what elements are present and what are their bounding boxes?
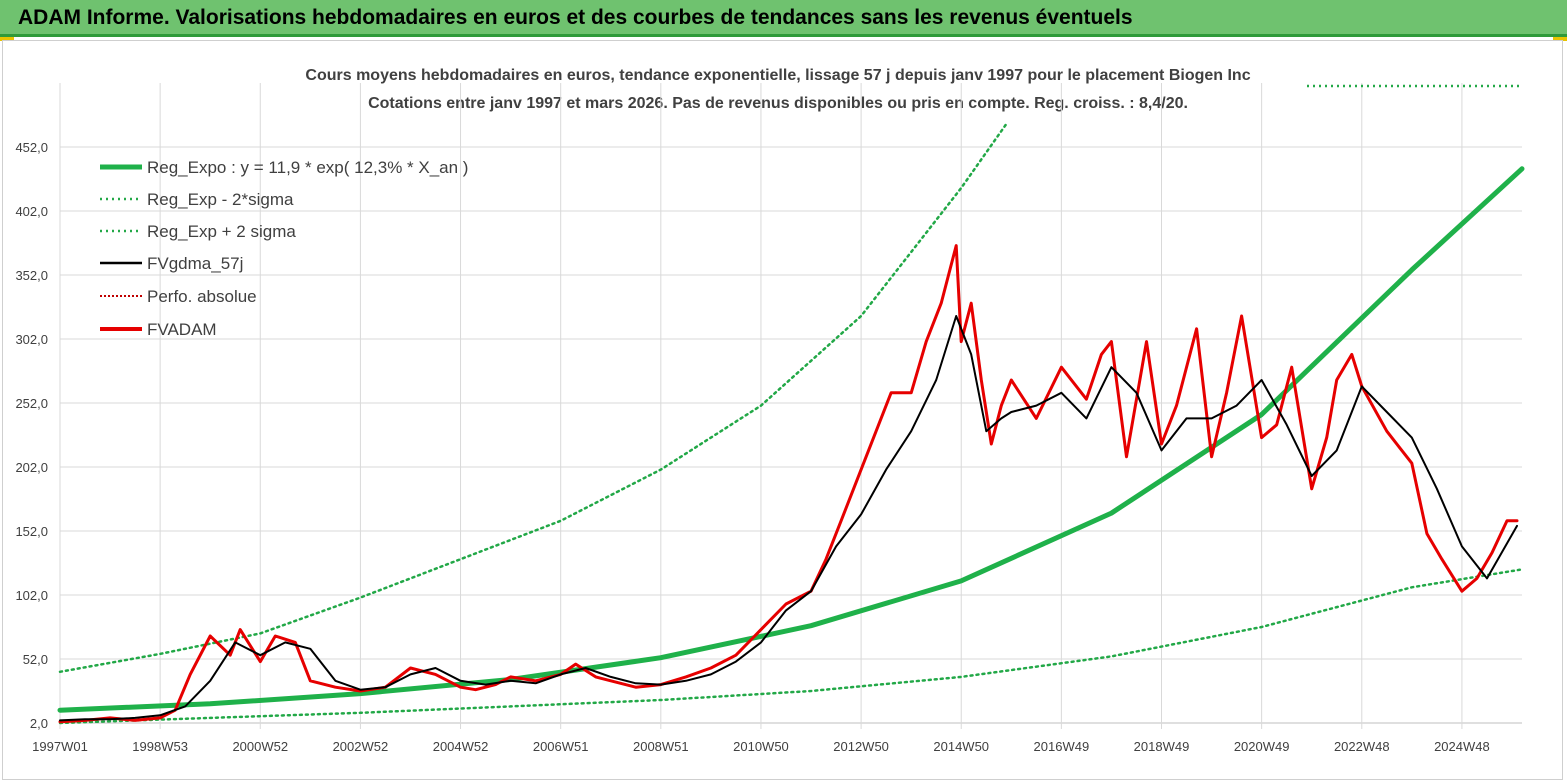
x-axis: 1997W01 1998W53 2000W52 2002W52 2004W52 2006W… (32, 739, 1490, 754)
y-tick-label: 102,0 (15, 588, 48, 603)
legend-label-fvadam: FVADAM (147, 320, 217, 339)
chart-frame (2, 40, 1563, 780)
y-tick-label: 402,0 (15, 204, 48, 219)
x-tick-label: 2010W50 (733, 739, 789, 754)
x-tick-label: 2008W51 (633, 739, 689, 754)
y-axis: 2,0 52,0 102,0 152,0 202,0 252,0 302,0 352,0 402… (15, 140, 48, 731)
chart-title: Cours moyens hebdomadaires en euros, ten… (305, 67, 1250, 84)
x-tick-label: 2004W52 (433, 739, 489, 754)
gridlines (59, 83, 1522, 729)
x-tick-label: 2012W50 (833, 739, 889, 754)
header-title: ADAM Informe. Valorisations hebdomadaire… (18, 6, 1133, 29)
series-reg-exp-minus (58, 568, 1524, 725)
y-tick-label: 2,0 (30, 716, 48, 731)
x-tick-label: 2024W48 (1434, 739, 1490, 754)
legend-label-reg-exp-plus: Reg_Exp + 2 sigma (147, 222, 296, 241)
y-tick-label: 452,0 (15, 140, 48, 155)
series-fvgdma (59, 315, 1518, 722)
series-reg-expo (57, 166, 1525, 713)
series-fvadam (58, 244, 1519, 724)
x-tick-label: 2006W51 (533, 739, 589, 754)
corner-mark-right (1553, 37, 1567, 41)
x-tick-label: 1997W01 (32, 739, 88, 754)
x-tick-label: 2016W49 (1034, 739, 1090, 754)
y-tick-label: 202,0 (15, 460, 48, 475)
y-tick-label: 252,0 (15, 396, 48, 411)
x-tick-label: 2002W52 (333, 739, 389, 754)
y-tick-label: 352,0 (15, 268, 48, 283)
legend-label-perfo: Perfo. absolue (147, 287, 257, 306)
x-tick-label: 2000W52 (232, 739, 288, 754)
legend-label-reg-exp-minus: Reg_Exp - 2*sigma (147, 190, 294, 209)
legend-label-reg-expo: Reg_Expo : y = 11,9 * exp( 12,3% * X_an … (147, 158, 468, 177)
legend-label-fvgdma: FVgdma_57j (147, 254, 243, 273)
x-tick-label: 2020W49 (1234, 739, 1290, 754)
y-tick-label: 52,0 (23, 652, 48, 667)
x-tick-label: 1998W53 (132, 739, 188, 754)
header-bar: ADAM Informe. Valorisations hebdomadaire… (0, 0, 1567, 37)
chart-subtitle: Cotations entre janv 1997 et mars 2026. … (368, 95, 1188, 112)
x-tick-label: 2014W50 (933, 739, 989, 754)
x-tick-label: 2018W49 (1134, 739, 1190, 754)
legend: Reg_Expo : y = 11,9 * exp( 12,3% * X_an … (100, 158, 468, 339)
y-tick-label: 152,0 (15, 524, 48, 539)
series-lines (57, 122, 1525, 725)
x-tick-label: 2022W48 (1334, 739, 1390, 754)
corner-mark-left (0, 37, 14, 41)
y-tick-label: 302,0 (15, 332, 48, 347)
